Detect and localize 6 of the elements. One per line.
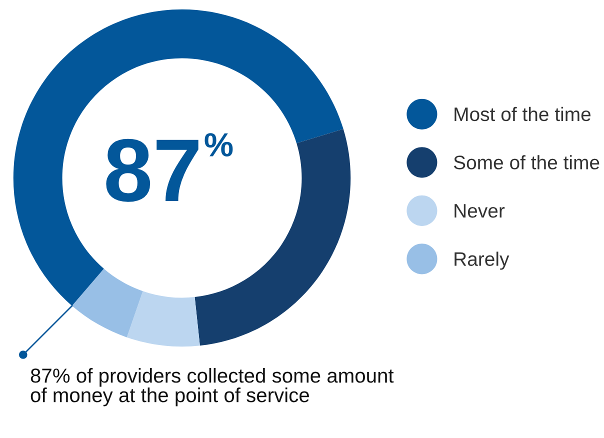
legend-label: Never xyxy=(454,204,505,218)
legend-label: Rarely xyxy=(454,252,510,270)
legend-label: Most of the time xyxy=(454,106,591,122)
text: 87% of providers collected some amount of money at the point of service xyxy=(30,368,394,406)
text: 87% xyxy=(106,133,233,202)
legend-label: Some of the time xyxy=(454,155,600,170)
